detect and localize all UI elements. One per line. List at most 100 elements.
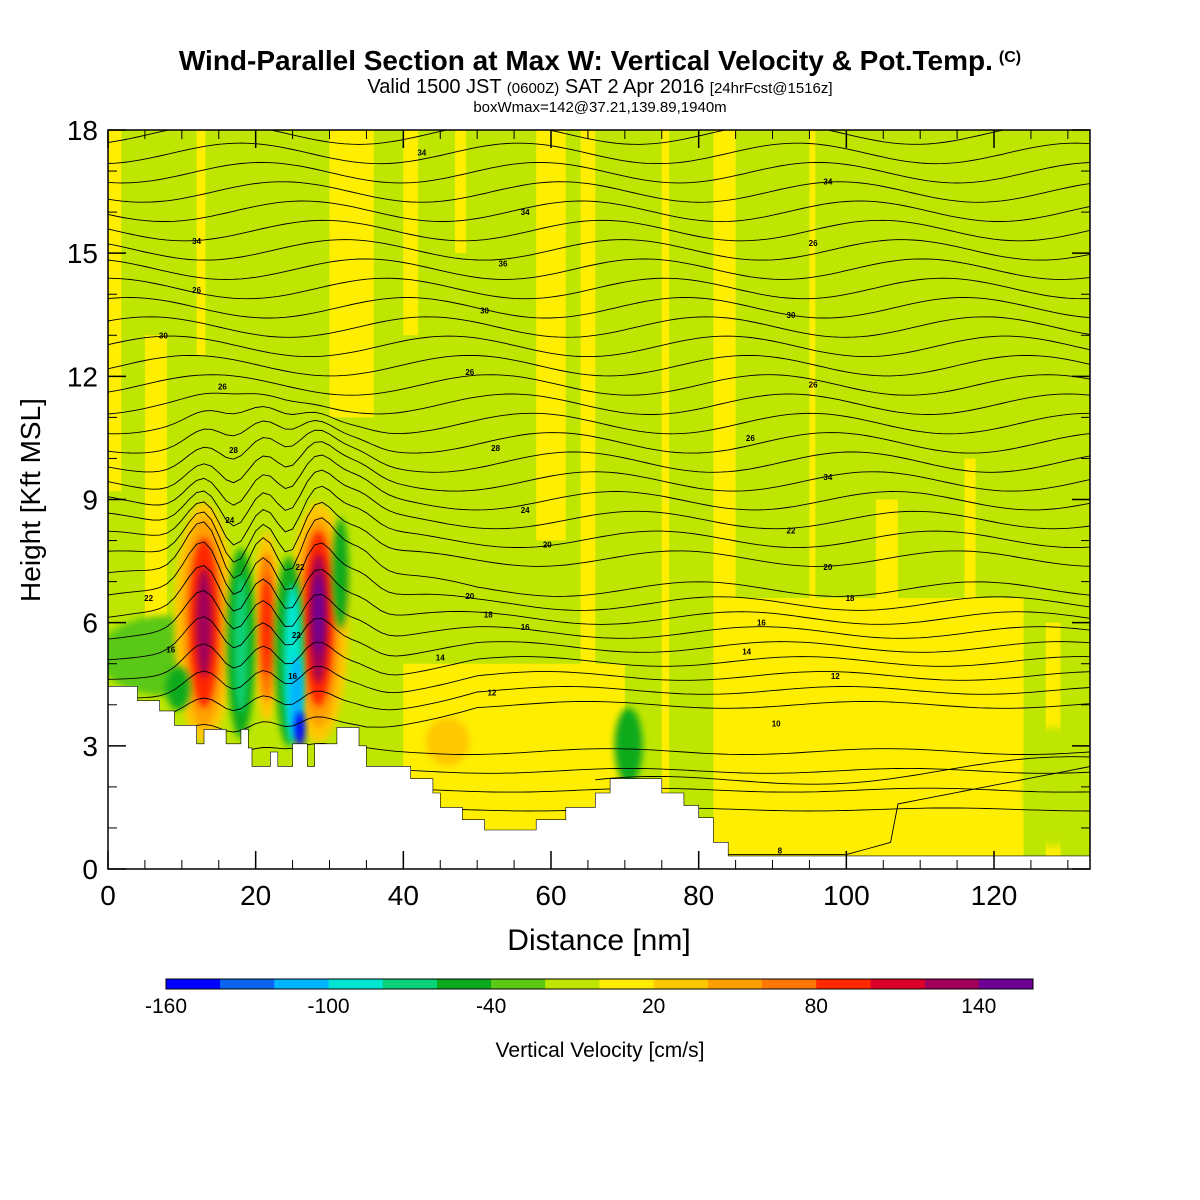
title-block: Wind-Parallel Section at Max W: Vertical… — [0, 42, 1200, 116]
contour-label: 8 — [778, 847, 783, 856]
x-tick-label: 80 — [683, 880, 714, 911]
isentrope-line — [108, 701, 1090, 736]
x-tick-label: 60 — [535, 880, 566, 911]
colorbar-swatch — [382, 979, 438, 989]
vertical-velocity-field — [108, 130, 1090, 869]
isentrope-line — [108, 541, 1090, 611]
isentrope-line — [108, 429, 1090, 473]
convective-cell — [166, 666, 191, 711]
contour-label: 34 — [192, 237, 201, 246]
contour-label: 16 — [757, 619, 766, 628]
isentrope-line — [108, 181, 1090, 203]
isentrope-line — [108, 469, 1090, 530]
isentrope-line — [728, 766, 1090, 856]
contour-label: 36 — [499, 259, 508, 268]
isentrope-line — [108, 501, 1090, 567]
contour-label: 34 — [521, 208, 530, 217]
y-axis-label: Height [Kft MSL] — [15, 398, 46, 602]
contour-label: 16 — [166, 645, 175, 654]
updraft-band — [108, 130, 122, 492]
isentrope-line — [108, 219, 1090, 242]
colorbar-tick-label: -100 — [308, 995, 350, 1018]
y-tick-label: 6 — [82, 608, 98, 639]
colorbar-tick-label: -160 — [145, 995, 187, 1018]
contour-label: 12 — [487, 688, 496, 697]
colorbar-swatch — [762, 979, 817, 989]
title-main: Wind-Parallel Section at Max W: Vertical… — [178, 45, 993, 76]
updraft-patch — [425, 717, 470, 766]
isentrope-line — [108, 406, 1090, 435]
contour-label: 22 — [144, 594, 153, 603]
contour-label: 30 — [480, 307, 489, 316]
colorbar-swatch — [978, 979, 1034, 989]
updraft-band — [196, 130, 206, 356]
y-tick-label: 0 — [82, 854, 98, 885]
contour-label: 26 — [809, 239, 818, 248]
contour-label: 20 — [543, 541, 552, 550]
isentrope-line — [108, 641, 1090, 680]
contour-label: 20 — [823, 563, 832, 572]
contour-label: 16 — [288, 672, 297, 681]
colorbar-swatch — [328, 979, 384, 989]
colorbar-label: Vertical Velocity [cm/s] — [496, 1039, 705, 1062]
isentrope-line — [108, 354, 1090, 377]
contour-label: 22 — [292, 631, 301, 640]
contour-label: 28 — [491, 444, 500, 453]
colorbar-swatch — [436, 979, 492, 989]
colorbar-frame — [165, 978, 1034, 990]
potential-temperature-contours — [108, 130, 1090, 856]
colorbar-tick-label: 20 — [642, 995, 665, 1018]
chart-title: Wind-Parallel Section at Max W: Vertical… — [0, 42, 1200, 77]
isentrope-line — [108, 665, 1090, 699]
updraft-band — [144, 335, 168, 623]
x-tick-label: 120 — [971, 880, 1018, 911]
isentrope-line — [108, 441, 1090, 492]
y-tick-label: 3 — [82, 731, 98, 762]
contour-label: 26 — [218, 383, 227, 392]
x-axis-label: Distance [nm] — [507, 924, 690, 957]
downdraft-patch — [1023, 726, 1084, 847]
valid-utc: (0600Z) — [506, 80, 560, 97]
isentrope-line — [108, 239, 1090, 261]
contour-label: 18 — [484, 610, 493, 619]
isentrope-line — [108, 316, 1090, 338]
isentrope-line — [108, 420, 1090, 454]
isentrope-line — [108, 742, 1090, 755]
contour-label: 22 — [296, 563, 305, 572]
contour-label: 30 — [159, 331, 168, 340]
contour-label: 34 — [417, 149, 426, 158]
copyright-mark: (C) — [998, 49, 1022, 66]
isentrope-line — [108, 258, 1090, 280]
contour-label: 10 — [772, 719, 781, 728]
x-tick-label: 40 — [388, 880, 419, 911]
isentrope-line — [108, 485, 1090, 549]
colorbar-swatch — [491, 979, 546, 989]
updraft-band — [455, 130, 467, 254]
isentrope-line — [108, 590, 1090, 640]
chart-subtitle: Valid 1500 JST (0600Z) SAT 2 Apr 2016 [2… — [0, 77, 1200, 99]
colorbar-swatch — [653, 979, 709, 989]
isentrope-line — [108, 142, 1090, 165]
contour-label: 20 — [465, 592, 474, 601]
isentrope-line — [108, 335, 1090, 358]
updraft-band — [809, 130, 816, 869]
colorbar-swatch — [274, 979, 330, 989]
isentrope-line — [108, 297, 1090, 319]
y-tick-label: 15 — [67, 238, 98, 269]
colorbar: -160 -100 -40 20 80 140 — [145, 978, 1034, 1018]
colorbar-swatch — [166, 979, 221, 989]
contour-label: 24 — [225, 516, 234, 525]
colorbar-swatch — [870, 979, 926, 989]
colorbar-tick-label: -40 — [476, 995, 506, 1018]
isentrope-line — [108, 686, 1090, 718]
colorbar-swatch — [816, 979, 871, 989]
updraft-band — [403, 130, 419, 336]
convective-cell — [332, 518, 349, 629]
x-tick-label: 20 — [240, 880, 271, 911]
isentrope-line — [595, 756, 1090, 785]
updraft-band — [329, 130, 374, 418]
x-tick-label: 100 — [823, 880, 870, 911]
isentrope-line — [108, 454, 1090, 511]
boxwmax-label: boxWmax=142@37.21,139.89,1940m — [473, 99, 727, 116]
